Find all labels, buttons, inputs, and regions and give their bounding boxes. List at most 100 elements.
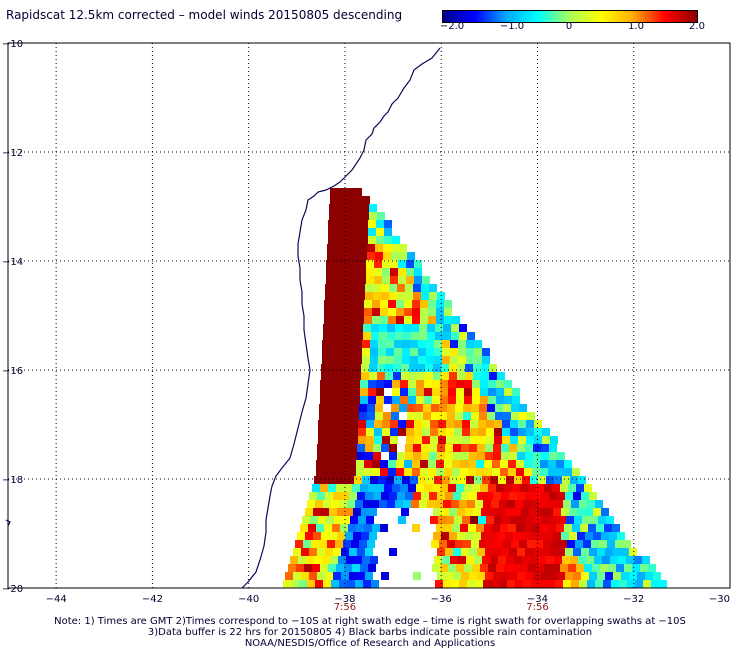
- wind-cell: [410, 476, 418, 484]
- wind-cell: [517, 452, 525, 460]
- wind-cell: [472, 564, 480, 572]
- wind-cell: [444, 460, 452, 468]
- wind-cell: [415, 412, 423, 420]
- wind-cell: [517, 444, 525, 452]
- wind-cell: [477, 548, 485, 556]
- wind-cell: [526, 516, 534, 524]
- wind-cell: [513, 508, 521, 516]
- wind-cell: [353, 204, 361, 212]
- wind-cell: [403, 324, 411, 332]
- wind-cell: [344, 220, 352, 228]
- wind-cell: [488, 564, 496, 572]
- wind-cell: [490, 556, 498, 564]
- wind-cell: [371, 580, 379, 588]
- wind-cell: [497, 508, 505, 516]
- wind-cell: [404, 460, 412, 468]
- wind-cell: [400, 388, 408, 396]
- wind-cell: [451, 580, 459, 588]
- wind-cell: [366, 428, 374, 436]
- wind-cell: [423, 404, 431, 412]
- wind-cell: [332, 308, 340, 316]
- wind-cell: [339, 500, 347, 508]
- wind-cell: [501, 548, 509, 556]
- wind-cell: [323, 332, 331, 340]
- wind-cell: [359, 404, 367, 412]
- wind-cell: [562, 556, 570, 564]
- wind-cell: [343, 540, 351, 548]
- wind-cell: [328, 396, 336, 404]
- wind-cell: [336, 396, 344, 404]
- wind-cell: [338, 476, 346, 484]
- wind-cell: [532, 468, 540, 476]
- wind-cell: [434, 348, 442, 356]
- colorbar-label-neg1: −1.0: [499, 21, 525, 32]
- wind-cell: [391, 244, 399, 252]
- wind-cell: [328, 380, 336, 388]
- wind-cell: [583, 540, 591, 548]
- wind-cell: [473, 532, 481, 540]
- wind-cell: [505, 508, 513, 516]
- wind-cell: [320, 380, 328, 388]
- wind-cell: [345, 204, 353, 212]
- wind-cell: [350, 428, 358, 436]
- wind-cell: [391, 412, 399, 420]
- wind-cell: [450, 476, 458, 484]
- wind-cell: [474, 556, 482, 564]
- wind-cell: [342, 428, 350, 436]
- wind-cell: [467, 332, 475, 340]
- latitude-tick-label: −20: [2, 584, 23, 595]
- wind-cell: [369, 212, 377, 220]
- wind-cell: [300, 524, 308, 532]
- wind-cell: [345, 212, 353, 220]
- wind-cell: [343, 412, 351, 420]
- wind-cell: [443, 500, 451, 508]
- wind-cell: [452, 524, 460, 532]
- wind-cell: [424, 396, 432, 404]
- wind-cell: [418, 356, 426, 364]
- wind-cell: [344, 564, 352, 572]
- wind-cell: [316, 460, 324, 468]
- wind-cell: [390, 268, 398, 276]
- wind-cell: [331, 332, 339, 340]
- wind-cell: [553, 508, 561, 516]
- wind-cell: [504, 380, 512, 388]
- wind-cell: [485, 572, 493, 580]
- wind-cell: [360, 220, 368, 228]
- wind-cell: [371, 332, 379, 340]
- wind-cell: [374, 260, 382, 268]
- wind-cell: [431, 540, 439, 548]
- wind-cell: [456, 380, 464, 388]
- wind-cell: [418, 476, 426, 484]
- wind-cell: [512, 388, 520, 396]
- wind-cell: [463, 404, 471, 412]
- wind-cell: [291, 580, 299, 588]
- wind-cell: [534, 516, 542, 524]
- wind-cell: [402, 356, 410, 364]
- wind-cell: [347, 500, 355, 508]
- wind-cell: [395, 324, 403, 332]
- wind-cell: [466, 340, 474, 348]
- wind-cell: [427, 324, 435, 332]
- wind-cell: [527, 412, 535, 420]
- longitude-tick-label: −42: [142, 594, 163, 605]
- wind-cell: [453, 452, 461, 460]
- wind-cell: [543, 540, 551, 548]
- wind-cell: [422, 276, 430, 284]
- wind-cell: [401, 372, 409, 380]
- wind-cell: [604, 524, 612, 532]
- wind-cell: [326, 436, 334, 444]
- wind-cell: [388, 300, 396, 308]
- wind-cell: [564, 460, 572, 468]
- swath-time-label: 7:56: [334, 602, 356, 613]
- wind-cell: [386, 340, 394, 348]
- wind-cell: [305, 532, 313, 540]
- wind-cell: [406, 428, 414, 436]
- wind-cell: [350, 260, 358, 268]
- wind-cell: [561, 532, 569, 540]
- wind-cell: [481, 372, 489, 380]
- wind-cell: [329, 212, 337, 220]
- wind-cell: [489, 372, 497, 380]
- wind-cell: [406, 276, 414, 284]
- wind-cell: [563, 500, 571, 508]
- wind-cell: [297, 532, 305, 540]
